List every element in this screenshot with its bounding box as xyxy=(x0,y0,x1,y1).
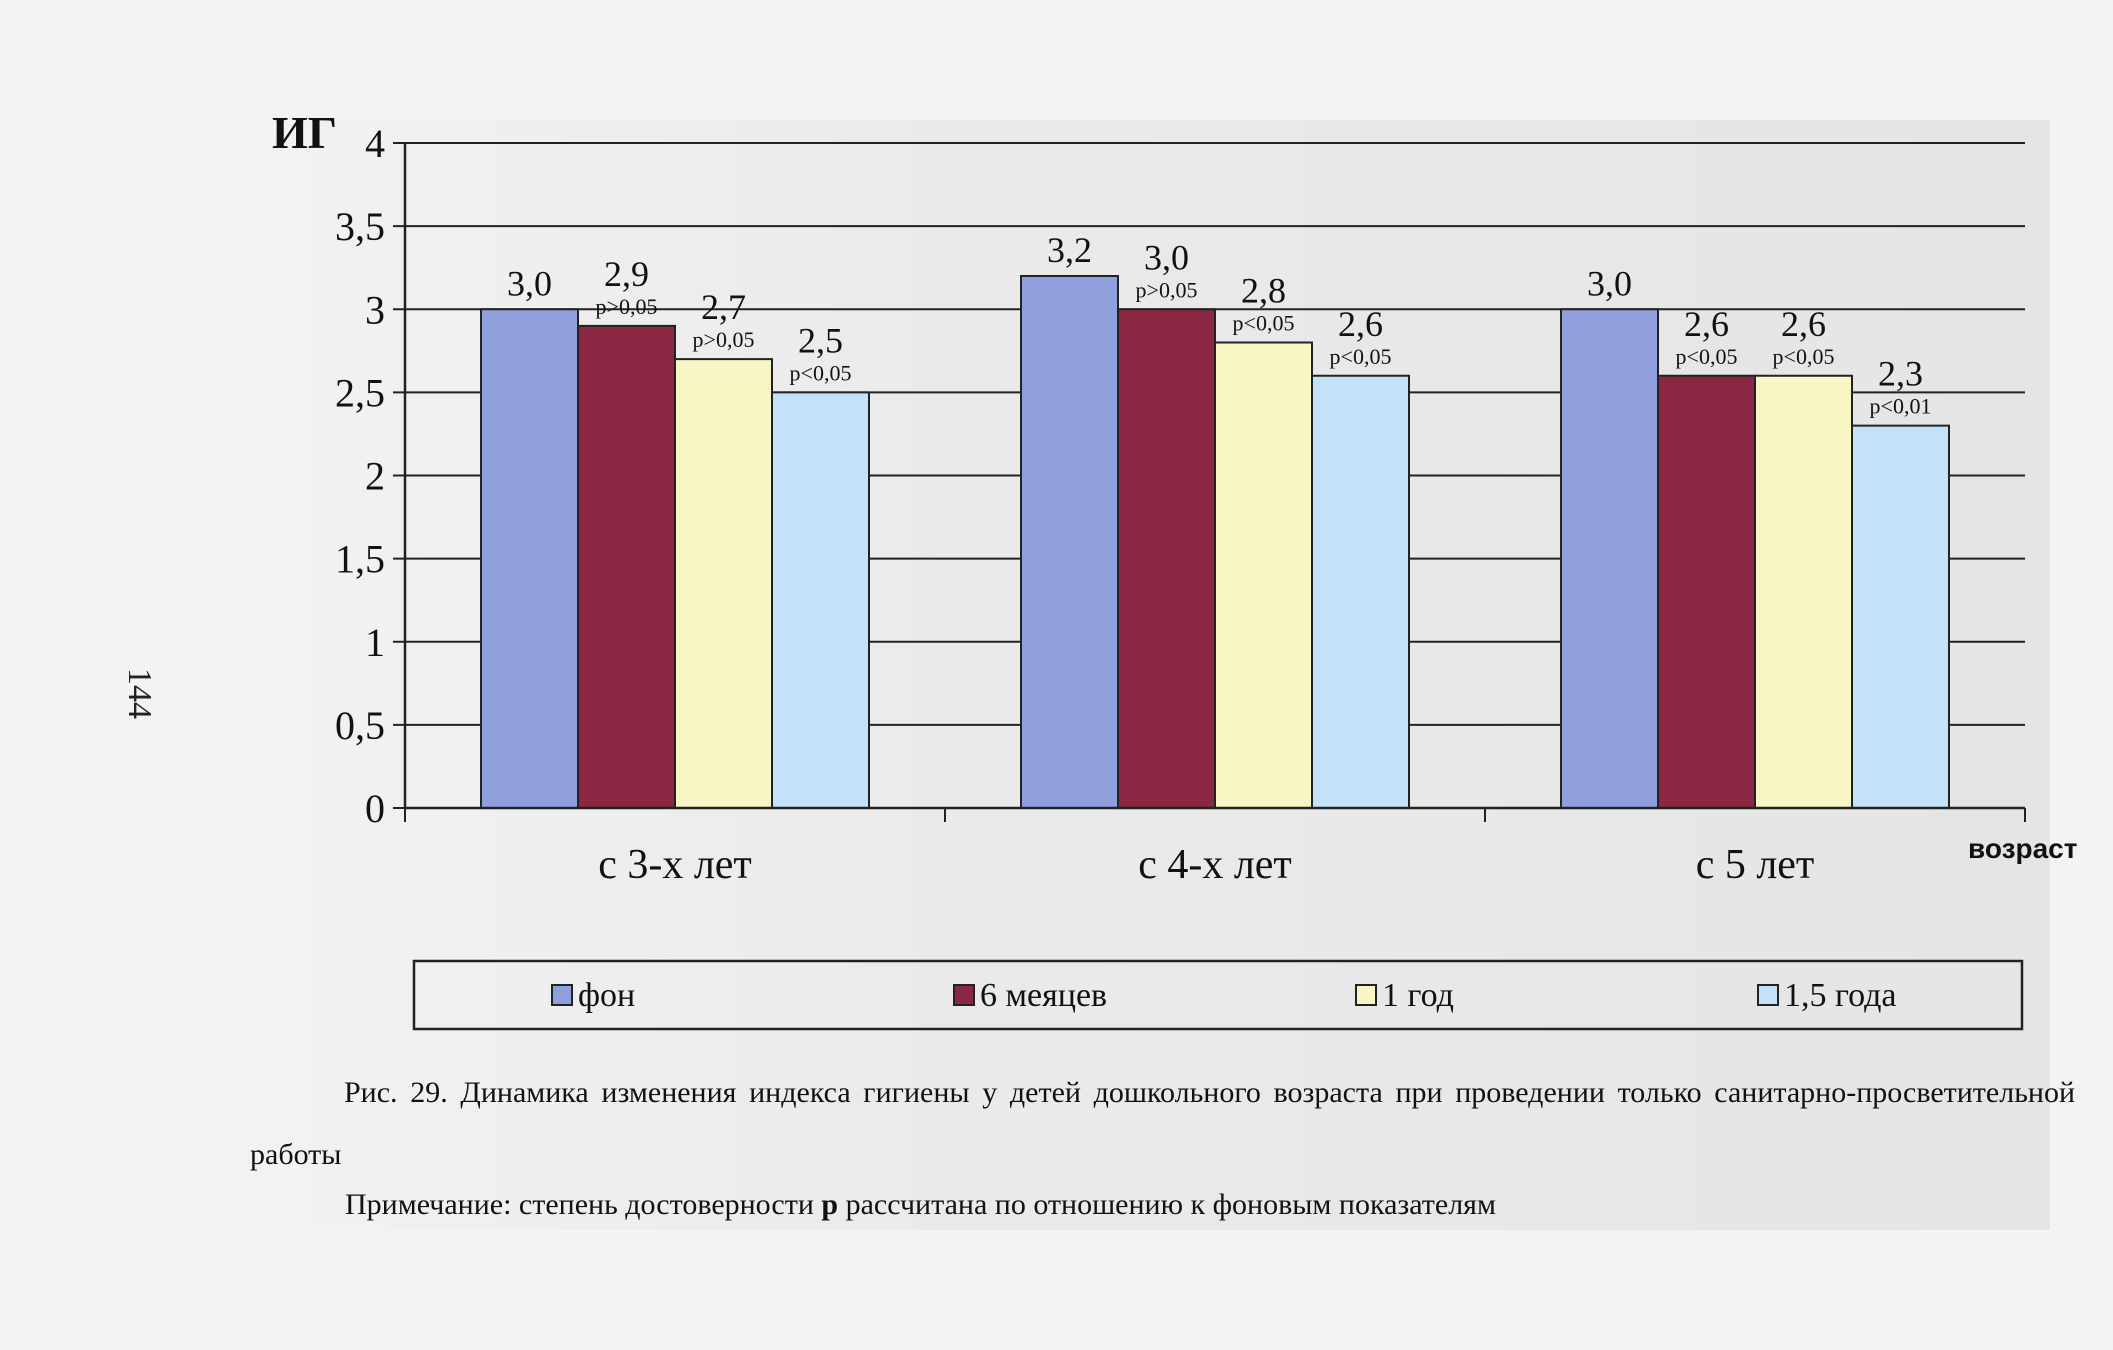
y-tick-label: 1 xyxy=(365,620,385,665)
y-tick-label: 2,5 xyxy=(335,370,385,415)
bar xyxy=(577,324,676,809)
legend-label: 6 меяцев xyxy=(980,977,1107,1014)
legend-box xyxy=(412,959,2024,1031)
legend-swatch xyxy=(1355,984,1377,1006)
x-category-label: с 4-х лет xyxy=(1138,842,1292,888)
value-label: 2,8 xyxy=(1241,271,1286,311)
value-label: 3,2 xyxy=(1047,230,1092,270)
value-label: 2,6 xyxy=(1781,304,1826,344)
figure-caption: Рис. 29. Динамика изменения индекса гиги… xyxy=(250,1076,2075,1171)
value-label: 2,6 xyxy=(1338,304,1383,344)
p-value-label: p>0,05 xyxy=(1136,277,1198,302)
axes: 0 0,5 1 1,5 2 2,5 3 3,5 4 с 3-х лет с 4-х лет с 5 л… xyxy=(335,121,2026,888)
p-value-label: p>0,05 xyxy=(693,327,755,352)
value-label: 2,3 xyxy=(1878,354,1923,394)
bar xyxy=(1020,275,1119,809)
bar xyxy=(1214,341,1313,809)
p-value-label: p<0,05 xyxy=(1773,344,1835,369)
y-tick-label: 3,5 xyxy=(335,204,385,249)
p-value-label: p>0,05 xyxy=(596,294,658,319)
data-labels: 3,0p>0,052,9p>0,052,7p<0,052,53,2p>0,053… xyxy=(507,230,1931,419)
legend-label: фон xyxy=(578,977,635,1014)
note-suffix: рассчитана по отношению к фоновым показа… xyxy=(838,1188,1496,1221)
value-label: 3,0 xyxy=(1587,263,1632,303)
legend-label: 1,5 года xyxy=(1784,977,1897,1014)
legend-swatch xyxy=(551,984,573,1006)
bar xyxy=(1117,308,1216,809)
value-label: 2,5 xyxy=(798,320,843,360)
p-value-label: p<0,05 xyxy=(790,360,852,385)
legend-swatch xyxy=(953,984,975,1006)
x-category-label: с 3-х лет xyxy=(598,842,752,888)
figure-note: Примечание: степень достоверности р расс… xyxy=(345,1188,1496,1222)
p-value-label: p<0,05 xyxy=(1330,344,1392,369)
value-label: 3,0 xyxy=(1144,237,1189,277)
x-category-label: с 5 лет xyxy=(1696,842,1815,888)
bar xyxy=(1851,424,1950,809)
value-label: 2,6 xyxy=(1684,304,1729,344)
bars xyxy=(480,275,1950,809)
bar xyxy=(1657,374,1756,809)
y-tick-label: 3 xyxy=(365,287,385,332)
p-value-label: p<0,05 xyxy=(1676,344,1738,369)
y-tick-label: 0,5 xyxy=(335,703,385,748)
bar xyxy=(1560,308,1659,809)
y-tick-label: 1,5 xyxy=(335,537,385,582)
note-bold: р xyxy=(821,1188,839,1221)
note-prefix: Примечание: степень достоверности xyxy=(345,1188,822,1221)
bar xyxy=(1311,374,1410,809)
bar xyxy=(1754,374,1853,809)
y-tick-label: 0 xyxy=(365,786,385,831)
x-axis-title: возраст xyxy=(1968,833,2077,864)
y-tick-label: 2 xyxy=(365,454,385,499)
value-label: 2,9 xyxy=(604,254,649,294)
legend-swatch xyxy=(1757,984,1779,1006)
y-tick-label: 4 xyxy=(365,121,385,166)
value-label: 3,0 xyxy=(507,263,552,303)
legend: фон 6 меяцев 1 год 1,5 года xyxy=(412,959,2024,1031)
p-value-label: p<0,05 xyxy=(1233,311,1295,336)
legend-label: 1 год xyxy=(1382,977,1454,1014)
y-axis-title: ИГ xyxy=(272,107,337,158)
p-value-label: p<0,01 xyxy=(1870,394,1932,419)
bar xyxy=(480,308,579,809)
bar xyxy=(771,391,870,809)
bar xyxy=(674,358,773,809)
value-label: 2,7 xyxy=(701,287,746,327)
